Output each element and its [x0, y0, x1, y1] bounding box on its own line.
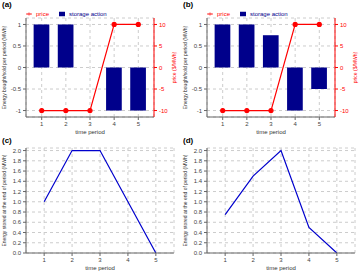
- svg-text:time period: time period: [75, 129, 105, 135]
- svg-text:0.6: 0.6: [13, 219, 22, 225]
- svg-text:0.4: 0.4: [194, 230, 203, 236]
- svg-text:-0.5: -0.5: [192, 86, 203, 92]
- svg-text:Energy stored at the end of pe: Energy stored at the end of period (MWh): [182, 154, 188, 246]
- svg-text:0.2: 0.2: [194, 240, 203, 246]
- svg-text:0.5: 0.5: [194, 43, 203, 49]
- svg-text:1: 1: [40, 121, 44, 127]
- svg-text:1: 1: [42, 257, 46, 263]
- svg-text:0.6: 0.6: [194, 219, 203, 225]
- svg-text:0.4: 0.4: [13, 230, 22, 236]
- html-text:price: price: [217, 11, 230, 17]
- svg-text:-10: -10: [340, 108, 349, 114]
- svg-text:-1: -1: [16, 108, 22, 114]
- svg-text:1.8: 1.8: [13, 158, 22, 164]
- svg-text:5: 5: [340, 43, 344, 49]
- html-text:(a): (a): [2, 0, 12, 9]
- svg-text:price ($/MWh): price ($/MWh): [352, 51, 353, 83]
- svg-text:2: 2: [245, 121, 249, 127]
- svg-text:-1: -1: [197, 108, 203, 114]
- html-text:(d): (d): [183, 136, 194, 145]
- html-text:(c): (c): [2, 136, 12, 145]
- svg-text:2.0: 2.0: [13, 148, 22, 154]
- svg-text:-5: -5: [159, 86, 165, 92]
- svg-text:3: 3: [269, 121, 273, 127]
- svg-text:time period: time period: [266, 265, 296, 271]
- svg-text:1.4: 1.4: [13, 178, 22, 184]
- svg-text:5: 5: [159, 43, 163, 49]
- svg-text:1: 1: [223, 257, 227, 263]
- svg-text:0: 0: [199, 65, 203, 71]
- svg-text:0.0: 0.0: [194, 250, 203, 256]
- svg-text:5: 5: [335, 257, 339, 263]
- svg-text:0.5: 0.5: [13, 43, 22, 49]
- svg-text:1.6: 1.6: [194, 168, 203, 174]
- svg-text:1.2: 1.2: [13, 189, 22, 195]
- svg-text:2: 2: [251, 257, 255, 263]
- svg-text:1.2: 1.2: [194, 189, 203, 195]
- svg-text:10: 10: [340, 22, 347, 28]
- svg-text:-10: -10: [159, 108, 168, 114]
- svg-text:3: 3: [279, 257, 283, 263]
- svg-text:1.8: 1.8: [194, 158, 203, 164]
- svg-text:1.0: 1.0: [13, 199, 22, 205]
- svg-text:4: 4: [112, 121, 116, 127]
- svg-text:2: 2: [64, 121, 68, 127]
- svg-text:10: 10: [159, 22, 166, 28]
- svg-text:price ($/MWh): price ($/MWh): [171, 51, 177, 83]
- svg-text:2: 2: [70, 257, 74, 263]
- svg-text:4: 4: [126, 257, 130, 263]
- svg-text:1: 1: [221, 121, 225, 127]
- html-text:(b): (b): [183, 0, 194, 9]
- svg-text:0.2: 0.2: [13, 240, 22, 246]
- svg-text:4: 4: [293, 121, 297, 127]
- svg-text:1: 1: [18, 22, 22, 28]
- svg-text:-0.5: -0.5: [11, 86, 22, 92]
- svg-text:Energy bought/sold per period: Energy bought/sold per period (MWh): [182, 25, 188, 109]
- svg-text:0: 0: [159, 65, 163, 71]
- svg-text:1: 1: [199, 22, 203, 28]
- svg-text:3: 3: [98, 257, 102, 263]
- svg-text:5: 5: [318, 121, 322, 127]
- html-text:storage action: storage action: [69, 11, 107, 17]
- svg-text:0.8: 0.8: [194, 209, 203, 215]
- svg-text:time period: time period: [85, 265, 115, 271]
- html-text:storage action: storage action: [250, 11, 288, 17]
- svg-text:2.0: 2.0: [194, 148, 203, 154]
- svg-text:1.6: 1.6: [13, 168, 22, 174]
- svg-text:0: 0: [340, 65, 344, 71]
- svg-text:0: 0: [18, 65, 22, 71]
- svg-text:time period: time period: [256, 129, 286, 135]
- svg-text:4: 4: [307, 257, 311, 263]
- svg-text:-5: -5: [340, 86, 346, 92]
- svg-text:0.0: 0.0: [13, 250, 22, 256]
- html-text:price: price: [36, 11, 49, 17]
- svg-text:3: 3: [88, 121, 92, 127]
- svg-text:1.0: 1.0: [194, 199, 203, 205]
- svg-text:5: 5: [154, 257, 158, 263]
- svg-text:0.8: 0.8: [13, 209, 22, 215]
- svg-text:5: 5: [137, 121, 141, 127]
- svg-text:1.4: 1.4: [194, 178, 203, 184]
